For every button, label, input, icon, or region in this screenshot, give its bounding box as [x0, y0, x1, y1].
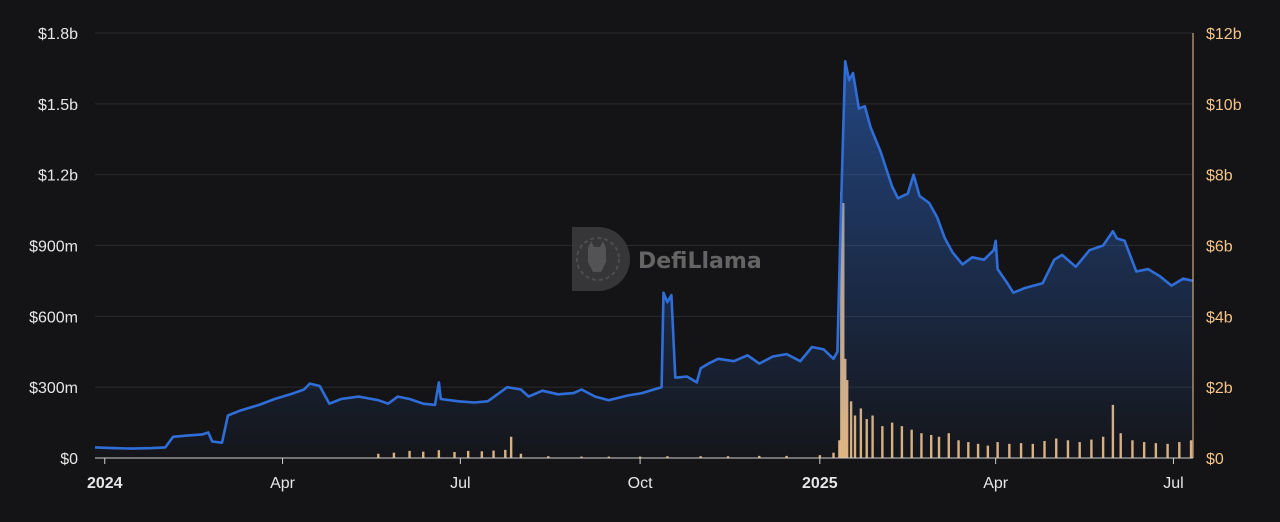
x-tick-label: Oct: [628, 475, 653, 492]
x-tick-label: Apr: [983, 475, 1009, 492]
tvl-area-fill: [95, 61, 1193, 459]
x-tick-label: 2025: [802, 475, 838, 492]
watermark-text: DefiLlama: [638, 249, 762, 274]
right-y-axis: $0 $2b $4b $6b $8b $10b $12b: [1206, 26, 1242, 468]
y-right-tick-label: $6b: [1206, 239, 1233, 256]
y-left-tick-label: $0: [60, 451, 78, 468]
y-left-tick-label: $1.5b: [38, 97, 78, 114]
y-left-tick-label: $600m: [29, 309, 78, 326]
tvl-area: [94, 60, 1194, 459]
y-left-tick-label: $900m: [29, 239, 78, 256]
left-y-axis: $0 $300m $600m $900m $1.2b $1.5b $1.8b: [29, 26, 78, 468]
x-tick-label: Jul: [1163, 475, 1183, 492]
x-tick-label: Apr: [270, 475, 296, 492]
grid: [95, 32, 1193, 459]
tvl-line: [94, 60, 1194, 450]
x-tick-label: 2024: [87, 475, 123, 492]
x-tick-label: Jul: [450, 475, 470, 492]
y-left-tick-label: $1.2b: [38, 168, 78, 185]
y-right-tick-label: $8b: [1206, 168, 1233, 185]
defillama-logo-ring-icon: [576, 237, 620, 281]
x-axis: 2024 Apr Jul Oct 2025 Apr Jul: [87, 457, 1193, 492]
y-right-tick-label: $4b: [1206, 309, 1233, 326]
y-right-tick-label: $2b: [1206, 380, 1233, 397]
y-left-tick-label: $1.8b: [38, 26, 78, 43]
y-right-tick-label: $12b: [1206, 26, 1242, 43]
y-right-tick-label: $10b: [1206, 97, 1242, 114]
y-right-tick-label: $0: [1206, 451, 1224, 468]
y-left-tick-label: $300m: [29, 380, 78, 397]
watermark: DefiLlama: [572, 227, 762, 291]
llama-head-icon: [588, 241, 606, 272]
